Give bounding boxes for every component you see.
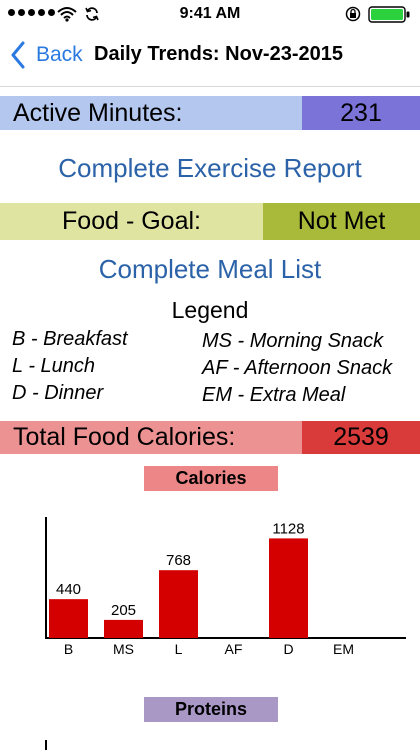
x-tick-label: B [64,641,73,657]
bar-ms [104,619,143,638]
active-minutes-value: 231 [302,96,420,130]
food-goal-row: Food - Goal: Not Met [0,203,420,240]
legend-item: L - Lunch [12,355,96,377]
data-label: 768 [166,552,191,569]
legend-item: MS - Morning Snack [202,330,384,352]
legend-item: EM - Extra Meal [202,384,346,406]
calories-bar-chart: 440 B 205 MS 768 L AF 1128 D EM [45,517,406,657]
total-calories-row: Total Food Calories: 2539 [0,421,420,454]
data-label: 440 [56,581,81,598]
x-tick-label: MS [113,641,134,657]
x-tick-label: D [283,641,293,657]
sync-icon [85,7,99,21]
data-label: 205 [111,602,136,619]
bar-b [49,599,88,638]
x-tick-label: AF [225,641,243,657]
food-goal-value: Not Met [263,203,420,240]
x-tick-label: EM [333,641,354,657]
back-label: Back [36,43,83,66]
bar-l [159,570,198,638]
active-minutes-row: Active Minutes: 231 [0,96,420,130]
navigation-bar: Back Daily Trends: Nov-23-2015 [0,28,420,87]
food-goal-label: Food - Goal: [0,203,263,240]
total-calories-label: Total Food Calories: [0,421,302,454]
active-minutes-label: Active Minutes: [0,96,302,130]
back-button[interactable]: Back [10,40,83,70]
legend-item: AF - Afternoon Snack [202,357,393,379]
status-time: 9:41 AM [179,5,241,22]
proteins-chart-title: Proteins [144,697,278,722]
chevron-left-icon [11,41,25,69]
status-bar: 9:41 AM [0,0,420,28]
complete-meal-list-link[interactable]: Complete Meal List [98,254,322,284]
bar-d [269,538,308,638]
legend-item: D - Dinner [12,382,104,404]
complete-exercise-report-link[interactable]: Complete Exercise Report [58,153,362,183]
wifi-icon [57,7,77,22]
total-calories-value: 2539 [302,421,420,454]
proteins-bar-chart [45,740,47,750]
legend-title: Legend [171,297,249,323]
signal-strength-icon [8,9,55,16]
rotation-lock-icon [345,6,361,22]
data-label: 1128 [272,520,304,537]
battery-icon [368,6,410,23]
x-tick-label: L [175,641,183,657]
legend-item: B - Breakfast [12,328,128,350]
calories-chart-title: Calories [144,466,278,491]
page-title: Daily Trends: Nov-23-2015 [94,43,343,65]
